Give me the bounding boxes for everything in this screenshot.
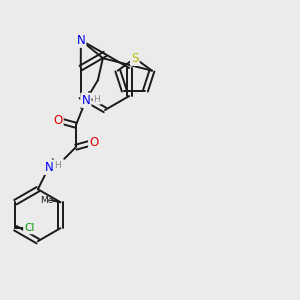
Text: N: N <box>82 94 90 107</box>
Text: Cl: Cl <box>24 223 34 233</box>
Text: N: N <box>44 161 53 174</box>
Text: O: O <box>53 114 62 127</box>
Text: S: S <box>131 52 139 65</box>
Text: O: O <box>89 136 98 149</box>
Text: N: N <box>76 34 85 47</box>
Text: H: H <box>55 161 61 170</box>
Text: Me: Me <box>40 196 53 205</box>
Text: H: H <box>94 95 100 104</box>
